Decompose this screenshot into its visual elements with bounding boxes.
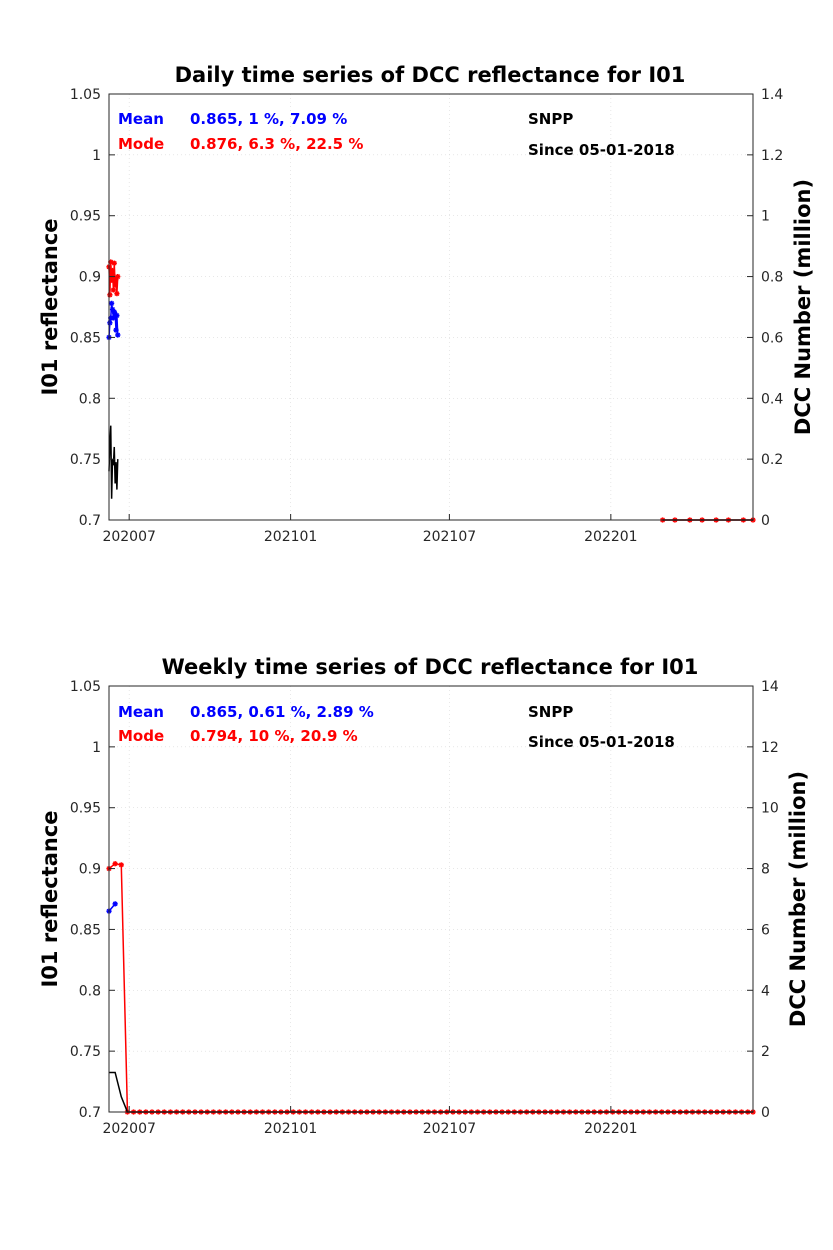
x-tick-label: 202007 bbox=[102, 529, 155, 545]
chart-title: Daily time series of DCC reflectance for… bbox=[175, 63, 686, 87]
data-point bbox=[107, 292, 113, 298]
y2-tick-label: 10 bbox=[761, 801, 779, 817]
mean-stats: 0.865, 0.61 %, 2.89 % bbox=[190, 703, 374, 721]
data-point bbox=[109, 267, 116, 274]
y-tick-label: 0.9 bbox=[79, 270, 101, 286]
y-tick-label: 0.75 bbox=[70, 452, 101, 468]
series-line-2 bbox=[109, 1071, 753, 1113]
since-label: Since 05-01-2018 bbox=[528, 733, 675, 751]
data-point bbox=[114, 291, 120, 297]
y2-tick-label: 4 bbox=[761, 983, 770, 999]
data-point bbox=[115, 332, 121, 338]
plot-frame bbox=[108, 685, 754, 1113]
y2-tick-label: 12 bbox=[761, 740, 779, 756]
data-point bbox=[113, 327, 119, 333]
x-tick-label: 202201 bbox=[584, 1121, 637, 1137]
y-tick-label: 0.95 bbox=[70, 209, 101, 225]
x-tick-label: 202107 bbox=[423, 529, 476, 545]
y2-tick-label: 1.4 bbox=[761, 87, 783, 103]
x-tick-label: 202107 bbox=[423, 1121, 476, 1137]
y-tick-label: 0.7 bbox=[79, 513, 101, 529]
x-tick-label: 202007 bbox=[102, 1121, 155, 1137]
daily-chart: Daily time series of DCC reflectance for… bbox=[38, 63, 815, 545]
y-tick-label: 1.05 bbox=[70, 679, 101, 695]
data-point bbox=[109, 300, 115, 306]
since-label: Since 05-01-2018 bbox=[528, 141, 675, 159]
mode-stats: 0.876, 6.3 %, 22.5 % bbox=[190, 135, 363, 153]
weekly-chart: Weekly time series of DCC reflectance fo… bbox=[38, 655, 810, 1137]
y2-tick-label: 1.2 bbox=[761, 148, 783, 164]
plot-frame bbox=[108, 93, 754, 521]
y-tick-label: 1 bbox=[92, 148, 101, 164]
mean-label: Mean bbox=[118, 703, 164, 721]
series-layer bbox=[106, 861, 756, 1115]
y-tick-label: 0.7 bbox=[79, 1105, 101, 1121]
axis-ticks: 202007 202101 202107 202201 0.7 0.75 0.8 0.85 0.… bbox=[70, 679, 779, 1137]
y-tick-label: 0.9 bbox=[79, 862, 101, 878]
mode-label: Mode bbox=[118, 727, 164, 745]
y-tick-label: 0.95 bbox=[70, 801, 101, 817]
y2-tick-label: 0 bbox=[761, 1105, 770, 1121]
satellite-label: SNPP bbox=[528, 110, 573, 128]
series-line-1 bbox=[108, 862, 753, 1113]
chart-title: Weekly time series of DCC reflectance fo… bbox=[162, 655, 699, 679]
series-line-2 bbox=[108, 425, 119, 499]
y2-tick-label: 14 bbox=[761, 679, 779, 695]
mode-stats: 0.794, 10 %, 20.9 % bbox=[190, 727, 358, 745]
data-point bbox=[111, 260, 117, 266]
data-point bbox=[114, 312, 120, 319]
axis-ticks: 202007 202101 202107 202201 0.7 0.75 0.8 0.85 0.… bbox=[70, 87, 784, 545]
y2-tick-label: 0.2 bbox=[761, 452, 783, 468]
mean-stats: 0.865, 1 %, 7.09 % bbox=[190, 110, 347, 128]
y-tick-label: 0.85 bbox=[70, 330, 101, 346]
data-point bbox=[112, 901, 118, 907]
y2-tick-label: 1 bbox=[761, 209, 770, 225]
y-tick-label: 0.75 bbox=[70, 1044, 101, 1060]
series-layer bbox=[106, 259, 756, 523]
y-tick-label: 0.85 bbox=[70, 922, 101, 938]
y-axis-label: I01 reflectance bbox=[38, 218, 62, 395]
data-point bbox=[118, 862, 124, 868]
x-tick-label: 202201 bbox=[584, 529, 637, 545]
mode-label: Mode bbox=[118, 135, 164, 153]
data-point bbox=[112, 282, 118, 288]
y2-tick-label: 2 bbox=[761, 1044, 770, 1060]
data-point bbox=[109, 277, 115, 283]
satellite-label: SNPP bbox=[528, 703, 573, 721]
y2-axis-label: DCC Number (million) bbox=[791, 179, 815, 435]
y2-tick-label: 0.8 bbox=[761, 270, 783, 286]
data-point bbox=[107, 320, 113, 326]
y2-tick-label: 0.4 bbox=[761, 391, 783, 407]
y-tick-label: 1 bbox=[92, 740, 101, 756]
y-tick-label: 0.8 bbox=[79, 983, 101, 999]
data-point bbox=[110, 287, 116, 293]
y2-axis-label: DCC Number (million) bbox=[786, 771, 810, 1027]
y2-tick-label: 6 bbox=[761, 922, 770, 938]
x-tick-label: 202101 bbox=[264, 1121, 317, 1137]
mean-label: Mean bbox=[118, 110, 164, 128]
y-tick-label: 1.05 bbox=[70, 87, 101, 103]
data-point bbox=[112, 861, 118, 867]
y2-tick-label: 0.6 bbox=[761, 330, 783, 346]
data-point bbox=[115, 273, 121, 280]
y-axis-label: I01 reflectance bbox=[38, 810, 62, 987]
x-tick-label: 202101 bbox=[264, 529, 317, 545]
y-tick-label: 0.8 bbox=[79, 391, 101, 407]
y2-tick-label: 8 bbox=[761, 862, 770, 878]
y2-tick-label: 0 bbox=[761, 513, 770, 529]
